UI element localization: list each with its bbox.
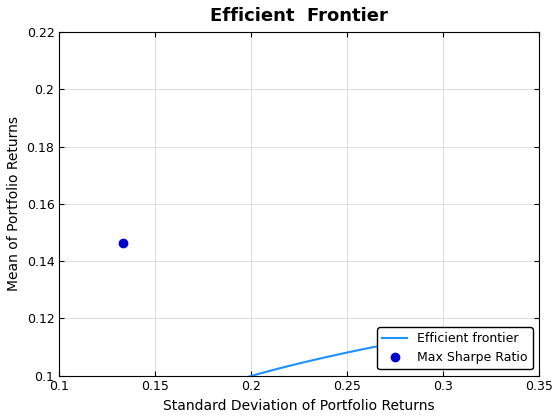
Efficient frontier — [240, 375, 247, 381]
Legend: Efficient frontier, Max Sharpe Ratio: Efficient frontier, Max Sharpe Ratio — [377, 327, 533, 369]
Title: Efficient  Frontier: Efficient Frontier — [210, 7, 388, 25]
Efficient frontier — [325, 354, 332, 359]
Efficient frontier — [214, 383, 221, 389]
Efficient frontier — [361, 346, 368, 352]
X-axis label: Standard Deviation of Portfolio Returns: Standard Deviation of Portfolio Returns — [164, 399, 435, 413]
Efficient frontier — [139, 414, 146, 419]
Line: Efficient frontier: Efficient frontier — [99, 331, 464, 420]
Efficient frontier — [359, 347, 366, 352]
Efficient frontier — [461, 328, 468, 333]
Y-axis label: Mean of Portfolio Returns: Mean of Portfolio Returns — [7, 116, 21, 291]
